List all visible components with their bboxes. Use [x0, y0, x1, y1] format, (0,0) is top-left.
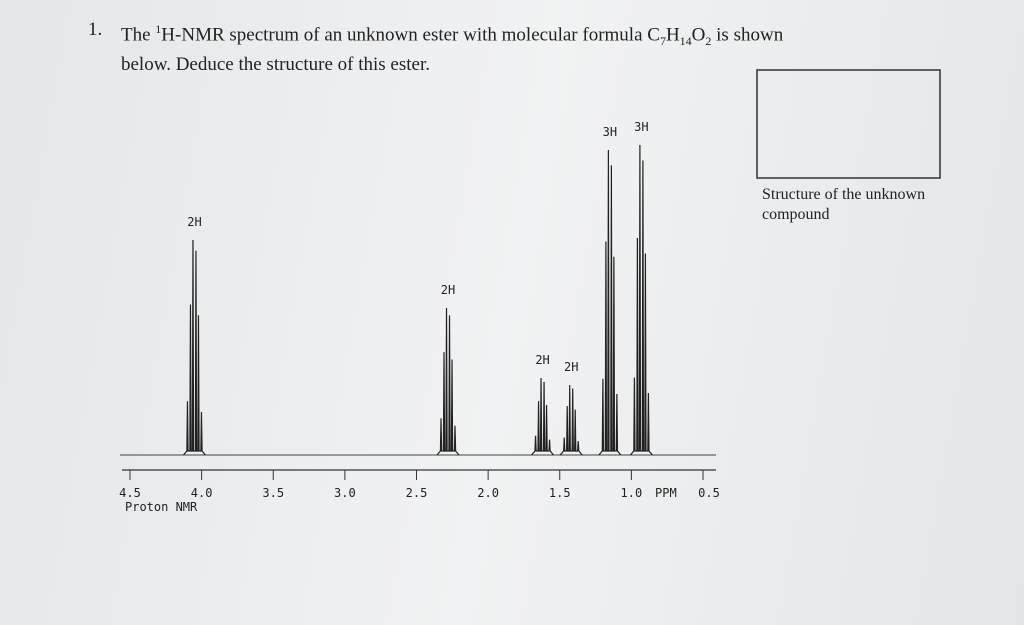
- integration-label: 2H: [535, 353, 549, 367]
- integration-label: 3H: [634, 120, 648, 134]
- integration-label: 2H: [441, 283, 455, 297]
- x-tick-label: 2.0: [477, 486, 499, 500]
- peak: [598, 149, 622, 456]
- subscript: 14: [679, 34, 692, 49]
- x-tick-label: 4.5: [119, 486, 141, 500]
- integration-label: 2H: [187, 215, 201, 229]
- peak: [531, 377, 555, 456]
- spectrum-caption: Proton NMR: [125, 500, 198, 514]
- text: below. Deduce the structure of this este…: [121, 54, 431, 76]
- x-tick-label: 3.0: [334, 486, 356, 500]
- superscript: 1: [155, 22, 162, 36]
- subscript: 2: [705, 34, 712, 49]
- x-tick-label: 2.5: [406, 486, 428, 500]
- subscript: 7: [659, 34, 666, 49]
- text: is shown: [711, 24, 784, 46]
- x-tick-label: 1.5: [549, 486, 571, 500]
- question-number: 1.: [88, 19, 103, 40]
- peak: [183, 239, 206, 456]
- peak: [629, 144, 653, 456]
- answer-caption: Structure of the unknown compound: [762, 186, 926, 223]
- unit-label: PPM: [655, 486, 677, 500]
- question-text: The 1H-NMR spectrum of an unknown ester …: [121, 18, 783, 76]
- integration-label: 2H: [564, 360, 578, 374]
- text: O: [691, 24, 706, 46]
- x-tick-label: 1.0: [621, 486, 643, 500]
- x-tick-label: 4.0: [191, 486, 213, 500]
- peak: [559, 384, 583, 456]
- answer-box: [756, 69, 941, 179]
- integration-label: 3H: [603, 125, 617, 139]
- text: H: [665, 24, 680, 46]
- text: The: [121, 24, 156, 46]
- text: H-NMR spectrum of an unknown ester with …: [161, 24, 660, 46]
- x-tick-label: 3.5: [262, 486, 284, 500]
- peak: [436, 307, 460, 456]
- x-tick-label: 0.5: [698, 486, 720, 500]
